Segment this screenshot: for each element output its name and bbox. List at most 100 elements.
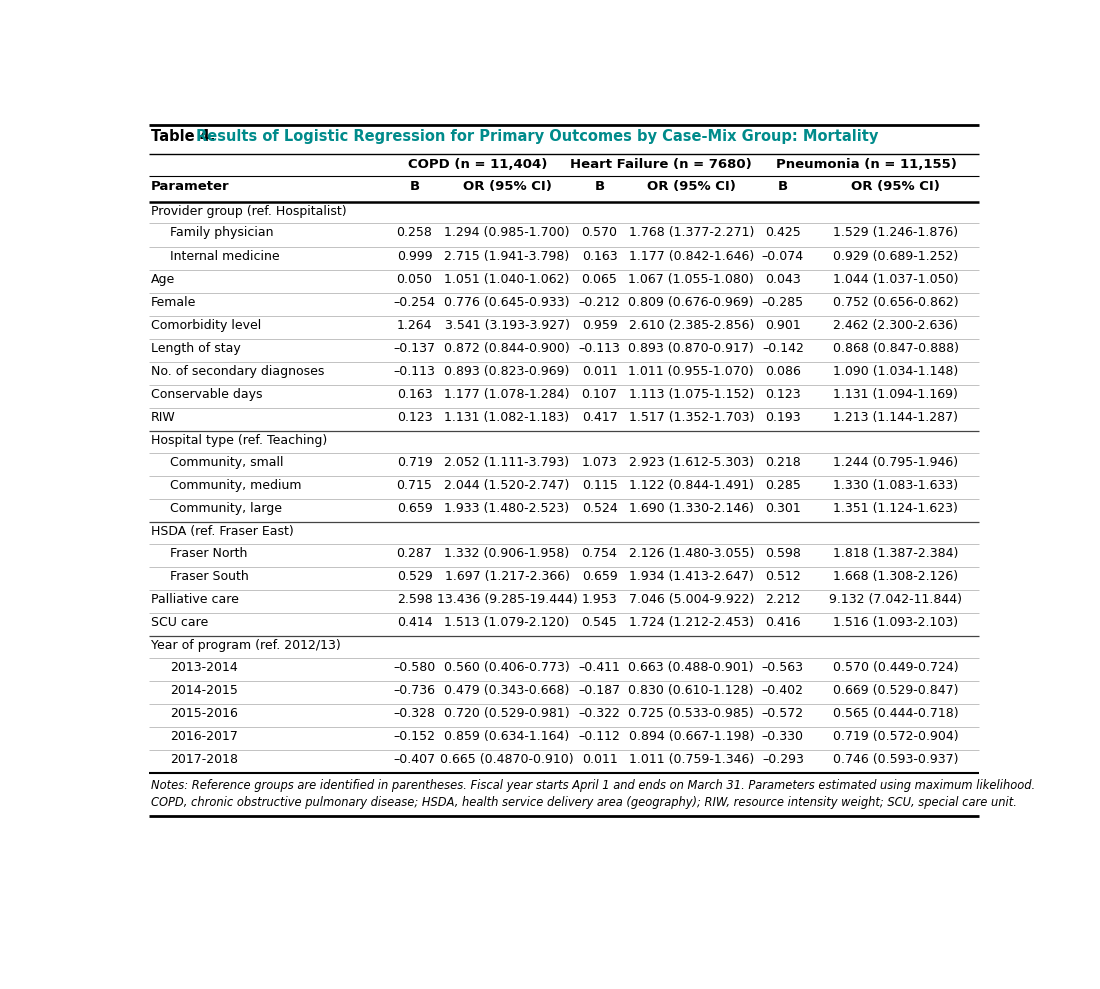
Text: 0.529: 0.529: [397, 570, 432, 583]
Text: 1.090 (1.034-1.148): 1.090 (1.034-1.148): [833, 365, 958, 378]
Text: OR (95% CI): OR (95% CI): [463, 180, 551, 193]
Text: 2015-2016: 2015-2016: [170, 707, 238, 720]
Text: –0.142: –0.142: [762, 342, 804, 355]
Text: 1.177 (1.078-1.284): 1.177 (1.078-1.284): [444, 388, 570, 402]
Text: –0.563: –0.563: [762, 661, 804, 674]
Text: 1.131 (1.082-1.183): 1.131 (1.082-1.183): [444, 411, 570, 424]
Text: 0.301: 0.301: [764, 502, 801, 515]
Text: 0.715: 0.715: [397, 479, 432, 493]
Text: Community, large: Community, large: [170, 502, 282, 515]
Text: 0.754: 0.754: [582, 547, 617, 560]
Text: 0.425: 0.425: [764, 226, 801, 239]
Text: 0.959: 0.959: [582, 318, 617, 332]
Text: 0.598: 0.598: [764, 547, 801, 560]
Text: RIW: RIW: [151, 411, 176, 424]
Text: 0.524: 0.524: [582, 502, 617, 515]
Text: Provider group (ref. Hospitalist): Provider group (ref. Hospitalist): [151, 205, 346, 218]
Text: 0.868 (0.847-0.888): 0.868 (0.847-0.888): [833, 342, 959, 355]
Text: 0.560 (0.406-0.773): 0.560 (0.406-0.773): [444, 661, 570, 674]
Text: –0.137: –0.137: [394, 342, 436, 355]
Text: 0.107: 0.107: [582, 388, 617, 402]
Text: 1.294 (0.985-1.700): 1.294 (0.985-1.700): [444, 226, 570, 239]
Text: –0.572: –0.572: [762, 707, 804, 720]
Text: 1.330 (1.083-1.633): 1.330 (1.083-1.633): [833, 479, 958, 493]
Text: 0.570: 0.570: [582, 226, 617, 239]
Text: Comorbidity level: Comorbidity level: [151, 318, 262, 332]
Text: 0.663 (0.488-0.901): 0.663 (0.488-0.901): [628, 661, 754, 674]
Text: 0.086: 0.086: [764, 365, 801, 378]
Text: 1.529 (1.246-1.876): 1.529 (1.246-1.876): [833, 226, 958, 239]
Text: 0.417: 0.417: [582, 411, 617, 424]
Text: 0.258: 0.258: [397, 226, 432, 239]
Text: 2.923 (1.612-5.303): 2.923 (1.612-5.303): [629, 456, 754, 469]
Text: 0.719: 0.719: [397, 456, 432, 469]
Text: 2017-2018: 2017-2018: [170, 754, 238, 766]
Text: 0.776 (0.645-0.933): 0.776 (0.645-0.933): [444, 296, 570, 309]
Text: –0.407: –0.407: [394, 754, 436, 766]
Text: 1.051 (1.040-1.062): 1.051 (1.040-1.062): [444, 273, 570, 286]
Text: 1.067 (1.055-1.080): 1.067 (1.055-1.080): [628, 273, 755, 286]
Text: Palliative care: Palliative care: [151, 593, 239, 606]
Text: 2.598: 2.598: [397, 593, 432, 606]
Text: Community, medium: Community, medium: [170, 479, 301, 493]
Text: –0.187: –0.187: [579, 683, 620, 697]
Text: 0.163: 0.163: [582, 249, 617, 263]
Text: 1.122 (0.844-1.491): 1.122 (0.844-1.491): [629, 479, 754, 493]
Text: 1.264: 1.264: [397, 318, 432, 332]
Text: No. of secondary diagnoses: No. of secondary diagnoses: [151, 365, 324, 378]
Text: 1.516 (1.093-2.103): 1.516 (1.093-2.103): [833, 616, 958, 629]
Text: –0.580: –0.580: [394, 661, 436, 674]
Text: 0.050: 0.050: [397, 273, 432, 286]
Text: 1.513 (1.079-2.120): 1.513 (1.079-2.120): [444, 616, 570, 629]
Text: 0.479 (0.343-0.668): 0.479 (0.343-0.668): [444, 683, 570, 697]
Text: 2.462 (2.300-2.636): 2.462 (2.300-2.636): [834, 318, 958, 332]
Text: 1.244 (0.795-1.946): 1.244 (0.795-1.946): [833, 456, 958, 469]
Text: –0.322: –0.322: [579, 707, 620, 720]
Text: 0.669 (0.529-0.847): 0.669 (0.529-0.847): [833, 683, 958, 697]
Text: –0.736: –0.736: [394, 683, 436, 697]
Text: 0.287: 0.287: [397, 547, 432, 560]
Text: 1.818 (1.387-2.384): 1.818 (1.387-2.384): [833, 547, 958, 560]
Text: 0.929 (0.689-1.252): 0.929 (0.689-1.252): [833, 249, 958, 263]
Text: –0.285: –0.285: [762, 296, 804, 309]
Text: 0.752 (0.656-0.862): 0.752 (0.656-0.862): [833, 296, 958, 309]
Text: 0.065: 0.065: [582, 273, 617, 286]
Text: –0.330: –0.330: [762, 730, 804, 743]
Text: –0.328: –0.328: [394, 707, 436, 720]
Text: 0.011: 0.011: [582, 365, 617, 378]
Text: 1.953: 1.953: [582, 593, 617, 606]
Text: 1.933 (1.480-2.523): 1.933 (1.480-2.523): [444, 502, 570, 515]
Text: 2.126 (1.480-3.055): 2.126 (1.480-3.055): [628, 547, 754, 560]
Text: OR (95% CI): OR (95% CI): [647, 180, 736, 193]
Text: Fraser North: Fraser North: [170, 547, 248, 560]
Text: OR (95% CI): OR (95% CI): [851, 180, 940, 193]
Text: –0.074: –0.074: [762, 249, 804, 263]
Text: 1.724 (1.212-2.453): 1.724 (1.212-2.453): [629, 616, 754, 629]
Text: 0.414: 0.414: [397, 616, 432, 629]
Text: 0.894 (0.667-1.198): 0.894 (0.667-1.198): [628, 730, 754, 743]
Text: –0.293: –0.293: [762, 754, 804, 766]
Text: 0.545: 0.545: [582, 616, 617, 629]
Text: 7.046 (5.004-9.922): 7.046 (5.004-9.922): [628, 593, 754, 606]
Text: 0.218: 0.218: [764, 456, 801, 469]
Text: 0.872 (0.844-0.900): 0.872 (0.844-0.900): [444, 342, 570, 355]
Text: 1.351 (1.124-1.623): 1.351 (1.124-1.623): [834, 502, 958, 515]
Text: 0.665 (0.4870-0.910): 0.665 (0.4870-0.910): [440, 754, 574, 766]
Text: 0.809 (0.676-0.969): 0.809 (0.676-0.969): [628, 296, 754, 309]
Text: 0.725 (0.533-0.985): 0.725 (0.533-0.985): [628, 707, 755, 720]
Text: 1.177 (0.842-1.646): 1.177 (0.842-1.646): [628, 249, 754, 263]
Text: 0.893 (0.870-0.917): 0.893 (0.870-0.917): [628, 342, 755, 355]
Text: –0.112: –0.112: [579, 730, 620, 743]
Text: 0.565 (0.444-0.718): 0.565 (0.444-0.718): [833, 707, 958, 720]
Text: 2.044 (1.520-2.747): 2.044 (1.520-2.747): [444, 479, 570, 493]
Text: 1.517 (1.352-1.703): 1.517 (1.352-1.703): [628, 411, 754, 424]
Text: Conservable days: Conservable days: [151, 388, 263, 402]
Text: 1.044 (1.037-1.050): 1.044 (1.037-1.050): [833, 273, 958, 286]
Text: 1.934 (1.413-2.647): 1.934 (1.413-2.647): [629, 570, 754, 583]
Text: 0.011: 0.011: [582, 754, 617, 766]
Text: –0.152: –0.152: [394, 730, 436, 743]
Text: Heart Failure (n = 7680): Heart Failure (n = 7680): [571, 158, 752, 171]
Text: 1.332 (0.906-1.958): 1.332 (0.906-1.958): [444, 547, 570, 560]
Text: 0.719 (0.572-0.904): 0.719 (0.572-0.904): [833, 730, 958, 743]
Text: 0.123: 0.123: [397, 411, 432, 424]
